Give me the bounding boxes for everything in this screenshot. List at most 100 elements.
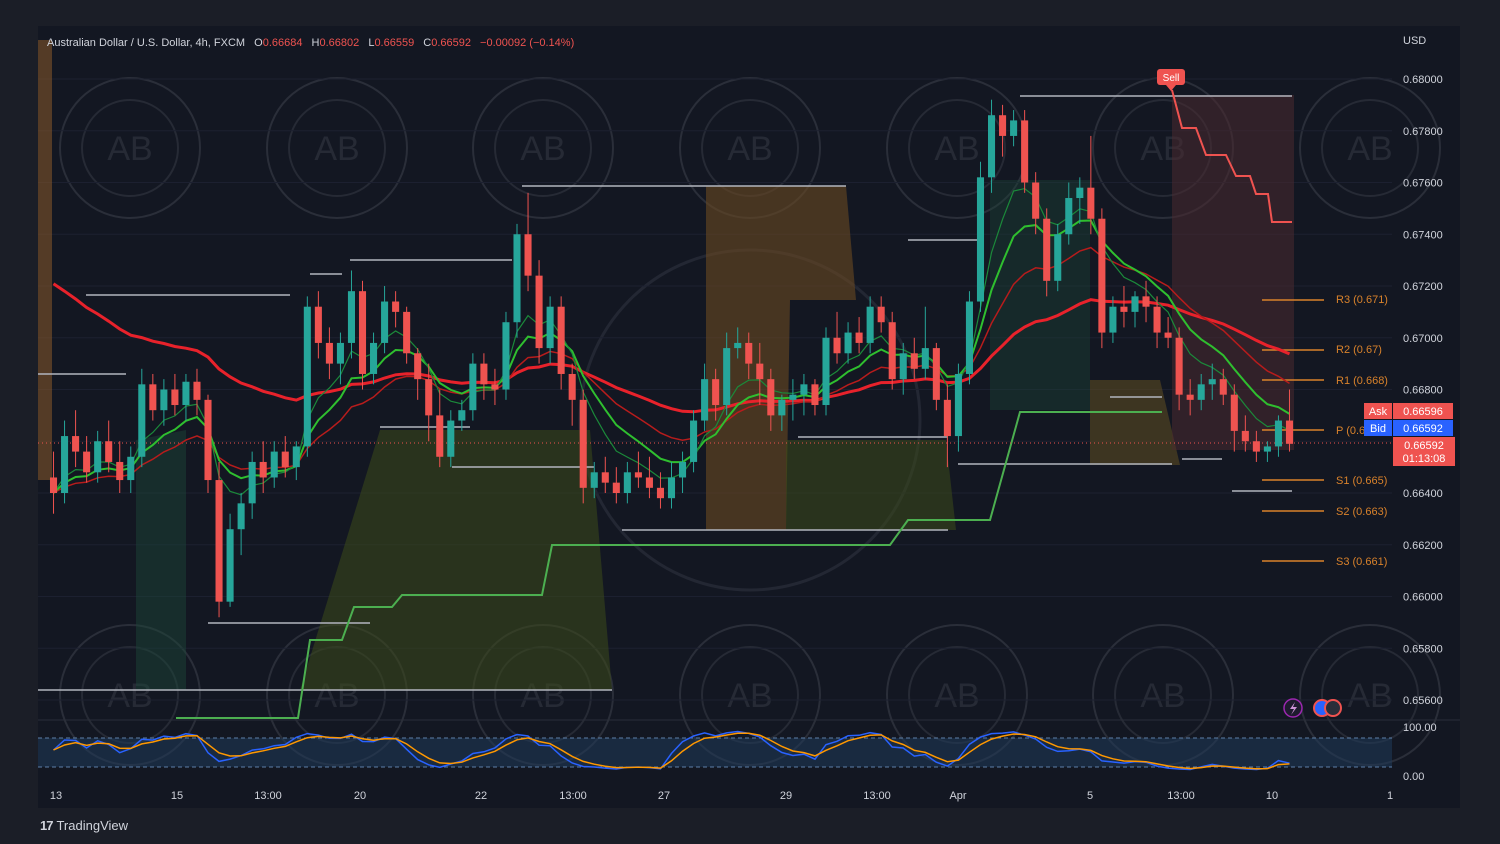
candle[interactable] [105,420,113,473]
candle[interactable] [171,373,179,416]
candle[interactable] [1054,223,1062,292]
candle[interactable] [1021,110,1029,193]
candle[interactable] [965,291,973,385]
candle[interactable] [1263,441,1271,462]
candle[interactable] [248,451,256,519]
candle[interactable] [480,353,488,400]
candle[interactable] [127,446,135,493]
candle[interactable] [634,451,642,488]
candle[interactable] [491,368,499,406]
candle[interactable] [943,384,951,468]
candle[interactable] [1153,296,1161,349]
candle[interactable] [149,373,157,421]
candle[interactable] [49,451,58,514]
candle[interactable] [822,327,830,416]
candle[interactable] [1230,384,1238,452]
candle[interactable] [436,389,444,468]
candle[interactable] [1285,389,1294,452]
candle[interactable] [535,260,543,364]
candle[interactable] [61,420,69,504]
candle[interactable] [1274,415,1282,457]
candle[interactable] [866,296,874,354]
candle[interactable] [259,441,267,493]
candle[interactable] [524,192,532,292]
candle[interactable] [94,430,102,483]
candle[interactable] [1032,172,1040,235]
candle[interactable] [138,368,146,468]
candle[interactable] [281,436,289,478]
candle[interactable] [1065,182,1073,245]
candle[interactable] [403,306,411,364]
candle[interactable] [1208,363,1216,400]
candle[interactable] [1175,327,1183,411]
candle[interactable] [270,441,278,488]
candle[interactable] [1219,368,1227,406]
candle[interactable] [116,441,124,493]
candle[interactable] [381,286,389,354]
event-icons[interactable] [1283,698,1342,718]
tradingview-branding[interactable]: 17 TradingView [40,818,128,833]
candle[interactable] [303,296,311,457]
candle[interactable] [999,104,1007,157]
candle[interactable] [756,342,764,406]
candle[interactable] [789,379,797,421]
candle[interactable] [734,327,742,359]
candle[interactable] [1186,379,1194,416]
candle[interactable] [612,467,620,504]
candle[interactable] [877,296,885,333]
candle[interactable] [745,332,753,380]
candle[interactable] [601,456,609,493]
candle[interactable] [833,311,841,364]
candle[interactable] [1120,286,1128,328]
candle[interactable] [623,461,631,504]
candle[interactable] [690,410,698,473]
candle[interactable] [712,368,720,421]
candle[interactable] [568,363,576,426]
candle[interactable] [1098,208,1106,349]
candle[interactable] [1131,291,1139,328]
candle[interactable] [976,161,985,312]
candle[interactable] [954,363,962,452]
candle[interactable] [557,296,565,390]
candle[interactable] [932,342,940,411]
candle[interactable] [1087,135,1095,235]
candle[interactable] [292,441,300,481]
candle[interactable] [1164,317,1172,349]
candle[interactable] [325,327,333,380]
candle[interactable] [204,394,212,493]
candle[interactable] [800,373,808,416]
candle[interactable] [987,99,996,193]
candle[interactable] [215,461,223,618]
candle[interactable] [1142,280,1150,323]
candle[interactable] [1109,296,1117,343]
candle[interactable] [723,332,731,416]
candle[interactable] [237,493,245,556]
candle[interactable] [392,291,400,328]
candles-layer[interactable] [49,99,1294,618]
candle[interactable] [701,363,709,431]
candle[interactable] [910,337,918,380]
candle[interactable] [502,311,510,400]
candle[interactable] [656,472,664,509]
candle[interactable] [83,436,91,483]
candle[interactable] [645,456,653,499]
candle[interactable] [667,461,676,509]
candle[interactable] [1076,177,1084,224]
candle[interactable] [590,461,598,499]
candle[interactable] [458,399,466,431]
candle[interactable] [425,363,433,442]
candle[interactable] [546,296,554,364]
candle[interactable] [579,389,587,504]
candle[interactable] [414,348,422,400]
candle[interactable] [1043,208,1051,297]
candle[interactable] [899,342,907,395]
candle[interactable] [358,280,367,390]
candle[interactable] [1252,430,1260,462]
candle[interactable] [182,373,190,421]
candle[interactable] [370,332,378,385]
candle[interactable] [767,368,775,431]
candle[interactable] [1010,110,1018,147]
candle[interactable] [469,353,477,421]
candle[interactable] [811,379,819,416]
candle[interactable] [1241,415,1249,452]
